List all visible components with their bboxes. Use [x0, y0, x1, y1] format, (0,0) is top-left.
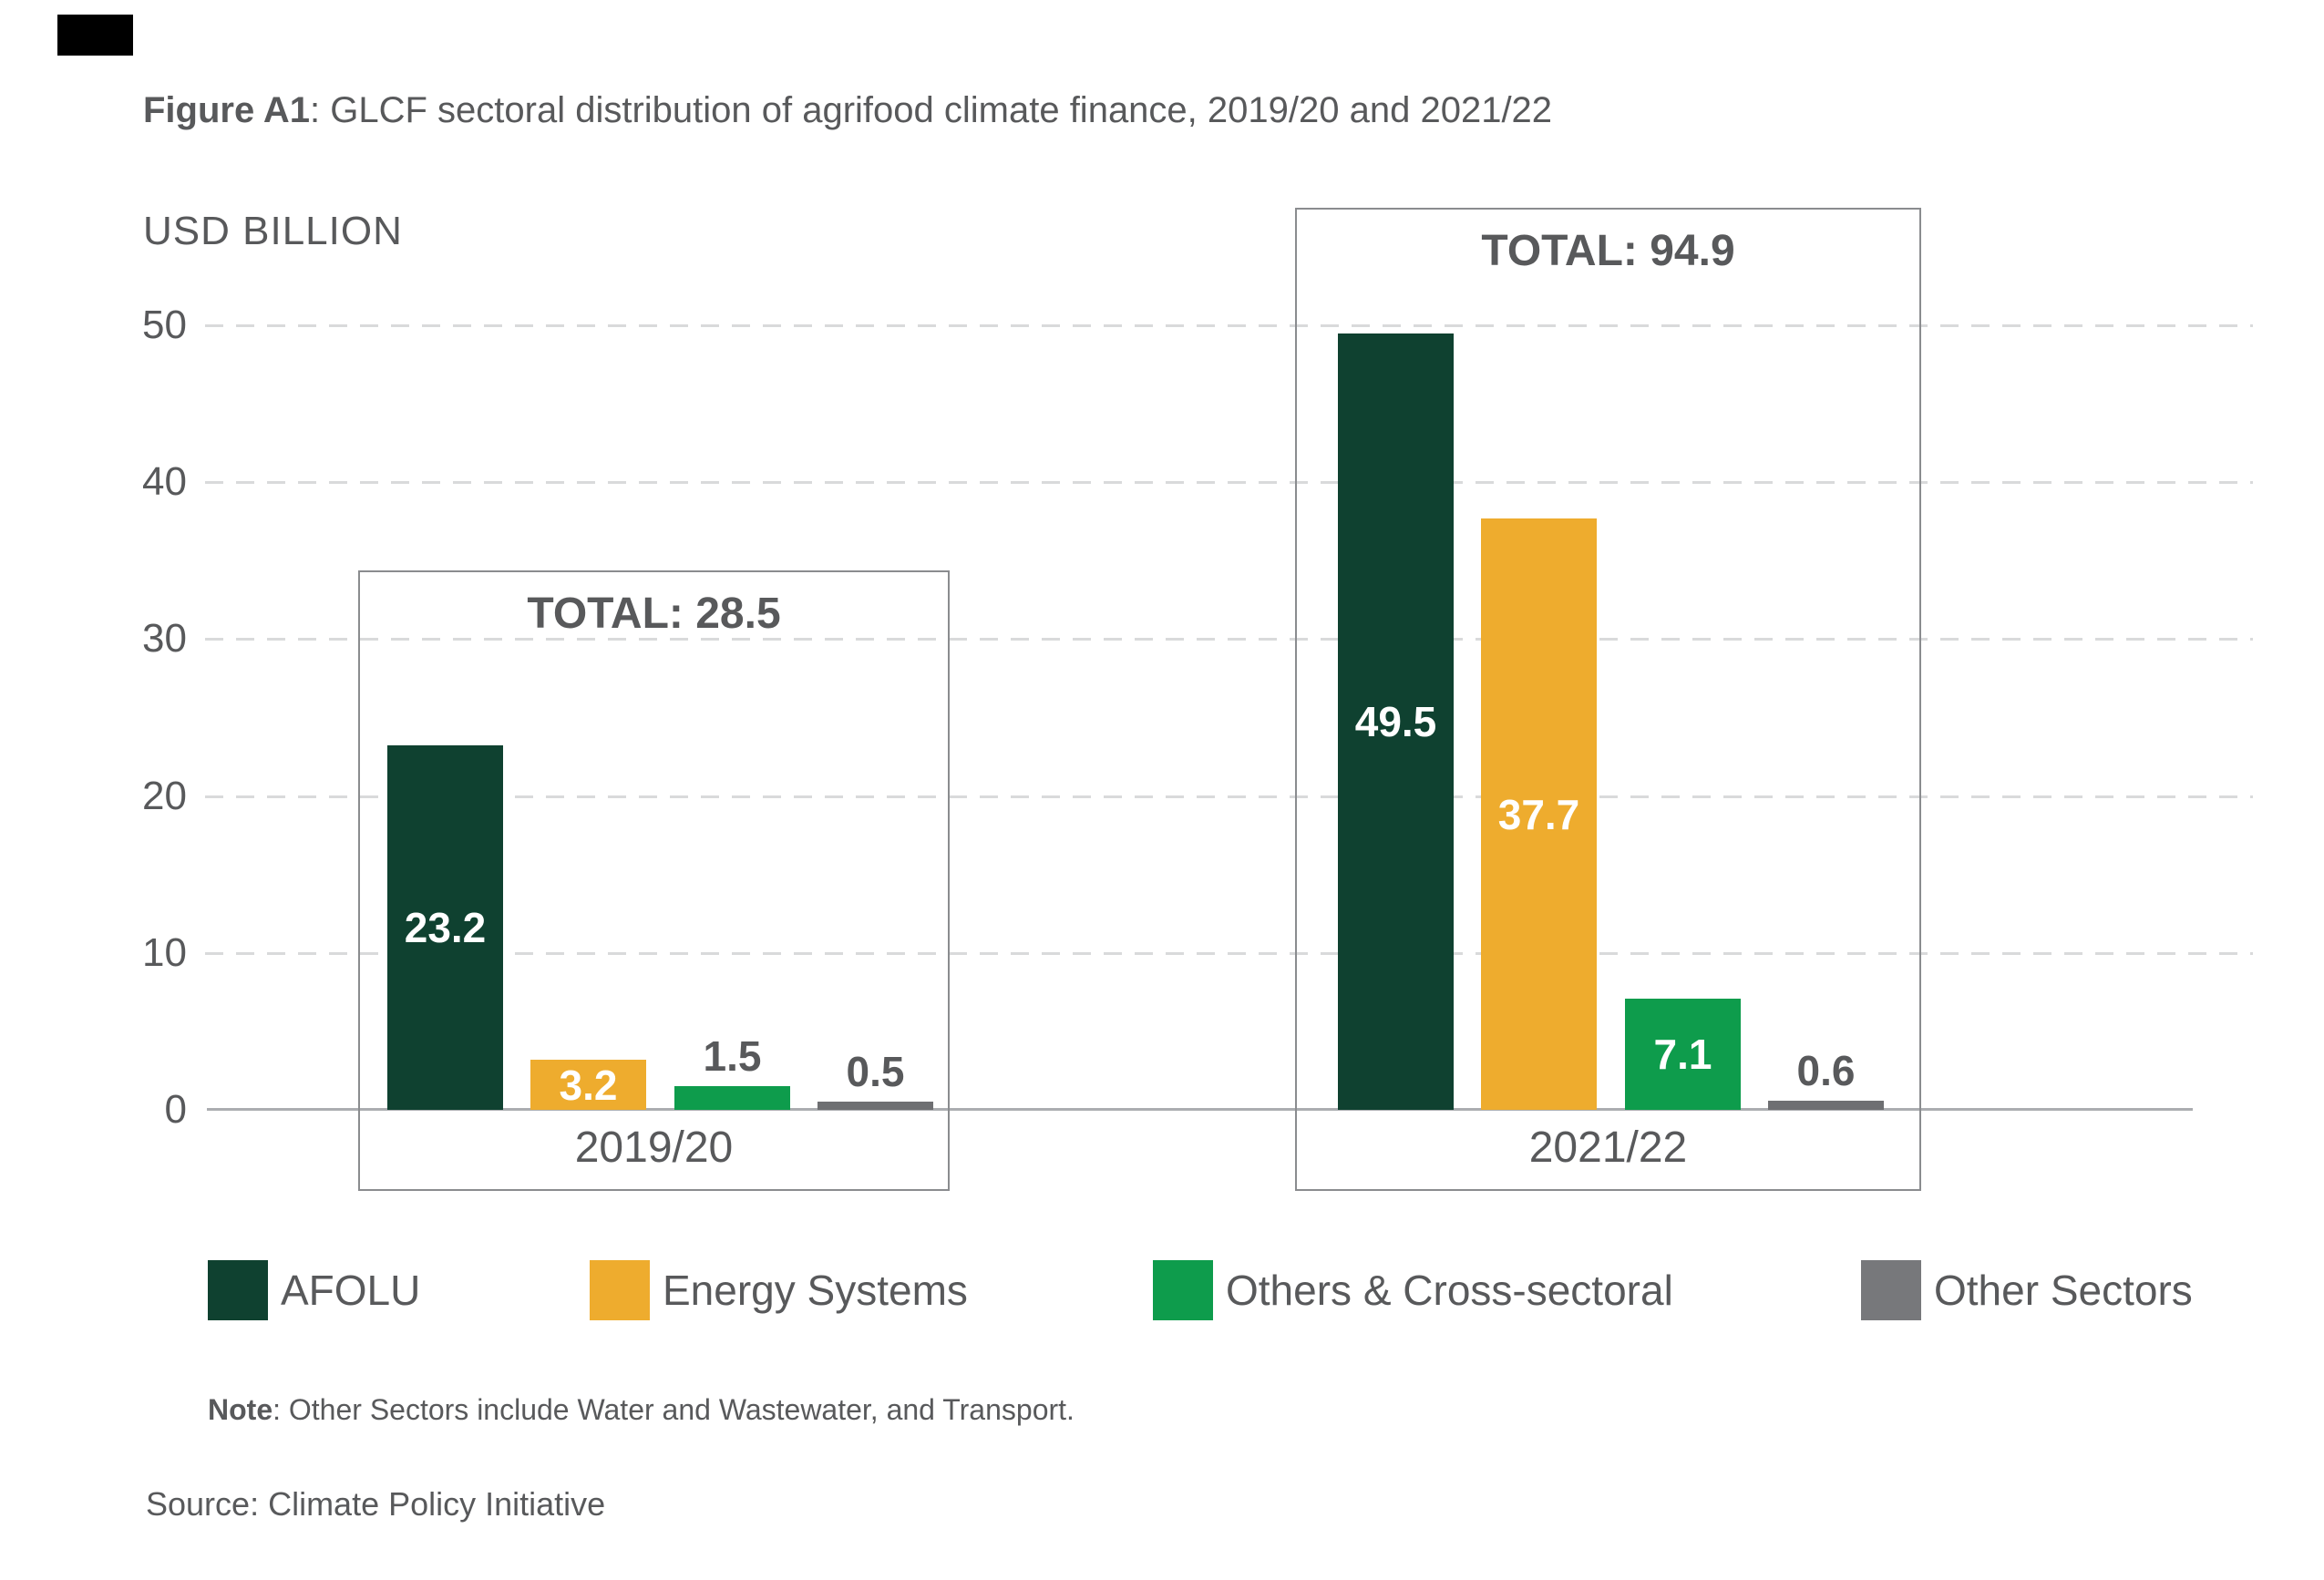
x-axis-baseline	[207, 1108, 2193, 1111]
bar-value-label: 7.1	[1653, 1031, 1712, 1078]
y-tick-label-10: 10	[142, 930, 187, 975]
bar-other-sectors-2021-22	[1768, 1101, 1884, 1110]
bar-value-label: 49.5	[1354, 698, 1437, 745]
bar-afolu-2021-22	[1338, 333, 1454, 1110]
bar-value-label: 0.5	[846, 1048, 905, 1095]
bar-other-sectors-2019-20	[818, 1102, 933, 1110]
y-tick-label-30: 30	[142, 616, 187, 661]
gridline-50	[205, 324, 2253, 327]
legend-label: Energy Systems	[663, 1267, 968, 1314]
x-category-label: 2021/22	[1528, 1123, 1688, 1172]
x-category-label: 2019/20	[574, 1123, 734, 1172]
gridline-10	[205, 952, 2253, 955]
bar-afolu-2019-20	[387, 745, 503, 1110]
bar-value-label: 1.5	[703, 1032, 762, 1080]
footnote-prefix: Note	[208, 1393, 273, 1426]
bar-value-label: 3.2	[559, 1062, 618, 1109]
gridline-20	[205, 795, 2253, 798]
bar-value-label: 0.6	[1796, 1047, 1856, 1094]
figure-title: Figure A1: GLCF sectoral distribution of…	[143, 89, 1552, 131]
source-line: Source: Climate Policy Initiative	[146, 1485, 606, 1523]
bar-energy-systems-2021-22	[1481, 518, 1597, 1110]
y-tick-label-50: 50	[142, 303, 187, 347]
y-axis-unit-label: USD BILLION	[143, 209, 403, 253]
bar-others-cross-sectoral-2019-20	[674, 1086, 790, 1110]
y-tick-label-40: 40	[142, 459, 187, 504]
legend-label: Other Sectors	[1934, 1267, 2193, 1314]
gridline-30	[205, 638, 2253, 641]
legend-label: Others & Cross-sectoral	[1226, 1267, 1673, 1314]
bar-value-label: 23.2	[404, 904, 487, 951]
corner-mark	[57, 15, 133, 56]
legend-swatch-energy-systems	[590, 1260, 650, 1320]
group-total-label: TOTAL: 94.9	[1481, 227, 1735, 275]
legend-swatch-afolu	[208, 1260, 268, 1320]
legend-label: AFOLU	[281, 1267, 421, 1314]
figure-title-prefix: Figure A1	[143, 90, 310, 130]
footnote-text: : Other Sectors include Water and Wastew…	[273, 1393, 1075, 1426]
footnote: Note: Other Sectors include Water and Wa…	[208, 1392, 1075, 1427]
group-total-label: TOTAL: 28.5	[527, 590, 781, 638]
legend-swatch-other-sectors	[1861, 1260, 1921, 1320]
bar-energy-systems-2019-20	[530, 1060, 646, 1110]
legend-swatch-others-cross-sectoral	[1153, 1260, 1213, 1320]
figure-title-text: : GLCF sectoral distribution of agrifood…	[310, 90, 1553, 130]
y-tick-label-20: 20	[142, 774, 187, 818]
bar-value-label: 37.7	[1497, 791, 1580, 838]
gridline-40	[205, 481, 2253, 484]
y-tick-label-0: 0	[164, 1087, 187, 1132]
bar-others-cross-sectoral-2021-22	[1625, 999, 1741, 1110]
